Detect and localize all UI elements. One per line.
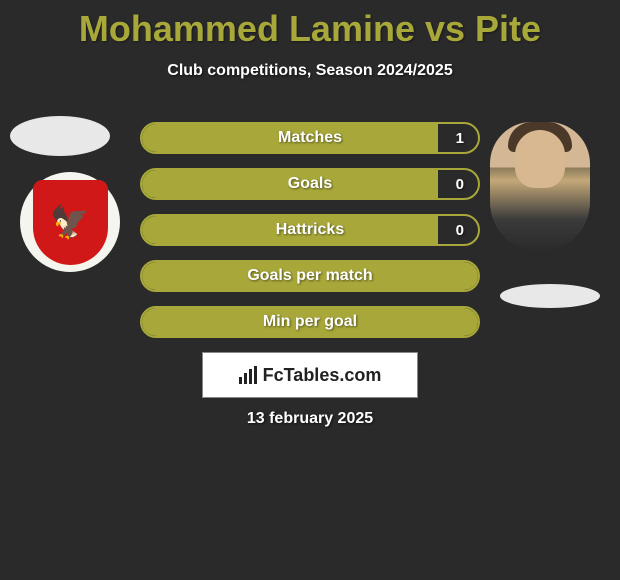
- stats-container: Matches 1 Goals 0 Hattricks 0 Goals per …: [140, 122, 480, 352]
- player2-photo: [490, 122, 590, 252]
- page-title: Mohammed Lamine vs Pite: [0, 0, 620, 50]
- stat-label: Min per goal: [142, 308, 478, 336]
- stat-row-hattricks: Hattricks 0: [140, 214, 480, 246]
- player2-badge-placeholder: [500, 284, 600, 308]
- subtitle: Club competitions, Season 2024/2025: [0, 62, 620, 80]
- club-eagle-icon: 🦅: [33, 180, 108, 265]
- stat-label: Hattricks: [142, 216, 478, 244]
- stat-row-matches: Matches 1: [140, 122, 480, 154]
- branding-text: FcTables.com: [263, 365, 382, 386]
- stat-label: Matches: [142, 124, 478, 152]
- stat-value-right: 0: [456, 216, 464, 244]
- stat-row-goals: Goals 0: [140, 168, 480, 200]
- chart-bars-icon: [239, 366, 257, 384]
- stat-row-goals-per-match: Goals per match: [140, 260, 480, 292]
- stat-label: Goals: [142, 170, 478, 198]
- player2-face: [515, 130, 565, 188]
- date-label: 13 february 2025: [0, 410, 620, 428]
- player1-badge-placeholder: [10, 116, 110, 156]
- player1-club-badge: 🦅: [20, 172, 120, 272]
- stat-value-right: 0: [456, 170, 464, 198]
- stat-value-right: 1: [456, 124, 464, 152]
- stat-label: Goals per match: [142, 262, 478, 290]
- stat-row-min-per-goal: Min per goal: [140, 306, 480, 338]
- branding-panel: FcTables.com: [202, 352, 418, 398]
